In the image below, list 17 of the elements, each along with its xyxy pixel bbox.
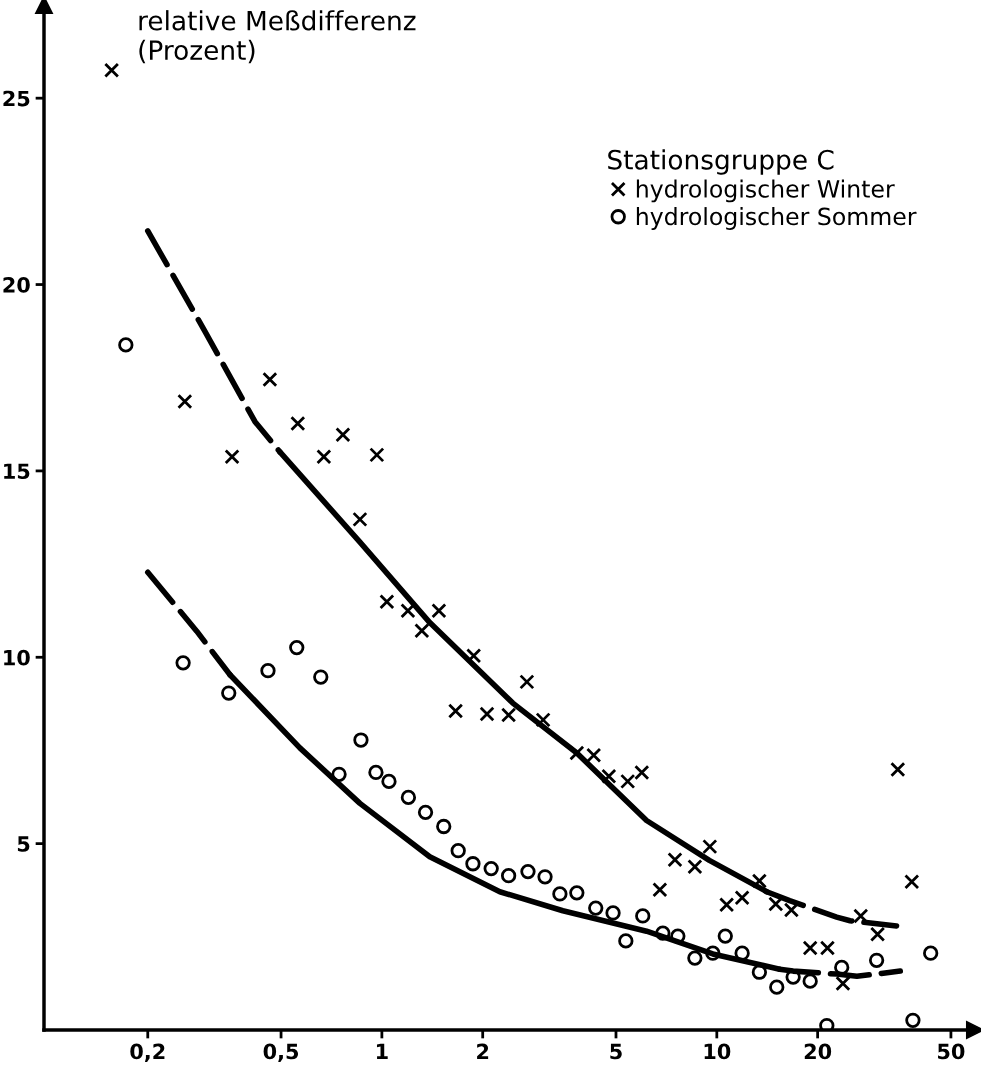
y-axis-title: relative Meßdifferenz (Prozent) [139, 10, 416, 64]
y-tick-label: 15 [4, 463, 30, 480]
y-tick-label: 20 [3, 277, 30, 293]
x-tick-label: 20 [804, 1043, 832, 1060]
x-tick-label: 0,5 [263, 1043, 299, 1062]
legend-title: Stationsgruppe C [608, 149, 834, 175]
y-tick-label: 5 [17, 836, 30, 852]
y-tick-label: 10 [4, 649, 30, 666]
x-tick-label: 10 [704, 1043, 731, 1060]
x-tick-label: 2 [477, 1043, 489, 1060]
legend-label: hydrologischer Sommer [636, 207, 917, 230]
x-tick-label: 0,2 [130, 1043, 165, 1062]
x-tick-label: 50 [938, 1043, 965, 1060]
x-tick-label: 1 [376, 1043, 388, 1060]
y-tick-label: 25 [3, 90, 30, 107]
x-tick-label: 5 [610, 1043, 622, 1060]
legend-label: hydrologischer Winter [636, 179, 895, 203]
